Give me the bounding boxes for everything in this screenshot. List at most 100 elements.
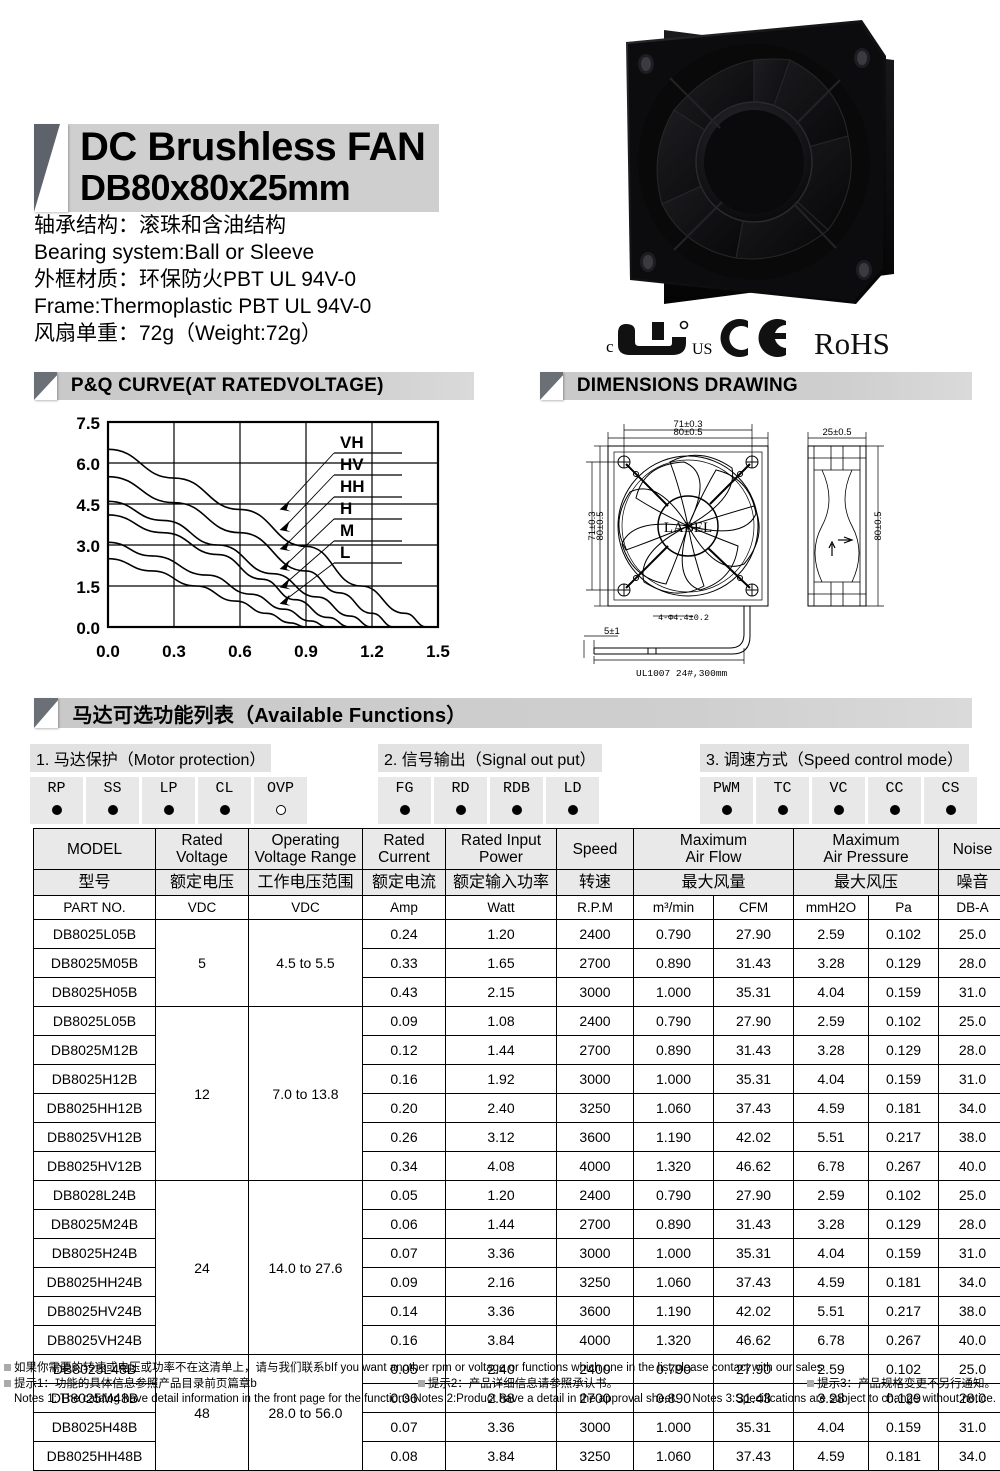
section-corner-marker <box>34 698 58 728</box>
cell-voltage-range: 7.0 to 13.8 <box>249 1007 363 1181</box>
cell-pressure-mmh2o: 6.78 <box>794 1152 869 1181</box>
cell-pressure-mmh2o: 4.04 <box>794 1065 869 1094</box>
function-option-tc[interactable]: TC <box>756 777 809 824</box>
cell-airflow-cfm: 35.31 <box>714 1065 794 1094</box>
cell-noise: 34.0 <box>939 1442 1000 1471</box>
th-unit-vdc: VDC <box>156 896 249 920</box>
function-group-title: 1. 马达保护（Motor protection） <box>30 744 271 772</box>
cell-rated-current: 0.24 <box>363 920 446 949</box>
cell-pressure-pa: 0.102 <box>869 1007 939 1036</box>
dimensions-drawing: LABEL 80±0.5 71±0.3 80±0.5 71±0.3 4-Φ4.4… <box>548 408 978 688</box>
cell-rated-current: 0.05 <box>363 1181 446 1210</box>
dim-wire-gap: 5±1 <box>604 626 620 637</box>
status-dot <box>254 799 307 824</box>
cell-pressure-pa: 0.267 <box>869 1326 939 1355</box>
status-dot <box>198 799 251 824</box>
chart-xtick-label: 1.5 <box>426 642 450 661</box>
note-contact: 如果你需要的转速或电压或功率不在这清单上，请与我们联系bIf you want … <box>4 1361 996 1377</box>
spec-weight: 风扇单重：72g（Weight:72g） <box>34 320 514 347</box>
dim-front-height-inner: 71±0.3 <box>587 512 598 541</box>
function-option-cc[interactable]: CC <box>868 777 921 824</box>
cell-pressure-pa: 0.102 <box>869 920 939 949</box>
function-option-ss[interactable]: SS <box>86 777 139 824</box>
chart-ytick-label: 4.5 <box>76 496 100 515</box>
cell-airflow-cfm: 46.62 <box>714 1326 794 1355</box>
cell-noise: 25.0 <box>939 920 1000 949</box>
cell-rated-current: 0.12 <box>363 1036 446 1065</box>
cell-rated-power: 1.20 <box>446 1181 557 1210</box>
ul-logo <box>618 322 688 356</box>
cell-speed: 3250 <box>557 1442 634 1471</box>
dim-front-hole-span: 71±0.3 <box>674 419 703 430</box>
cell-airflow-cmm: 0.890 <box>634 949 714 978</box>
spec-bearing-cn: 轴承结构：滚珠和含油结构 <box>34 212 514 239</box>
chart-legend-hv: HV <box>340 455 364 474</box>
cell-rated-power: 3.12 <box>446 1123 557 1152</box>
cell-rated-power: 3.84 <box>446 1326 557 1355</box>
function-option-rd[interactable]: RD <box>434 777 487 824</box>
function-option-rdb[interactable]: RDB <box>490 777 543 824</box>
cell-airflow-cfm: 35.31 <box>714 978 794 1007</box>
spec-bearing-en: Bearing system:Ball or Sleeve <box>34 239 514 266</box>
cell-airflow-cmm: 1.060 <box>634 1268 714 1297</box>
cell-airflow-cfm: 31.43 <box>714 949 794 978</box>
cell-airflow-cmm: 1.000 <box>634 1065 714 1094</box>
chart-ytick-label: 0.0 <box>76 619 100 638</box>
cell-model: DB8025HH24B <box>34 1268 156 1297</box>
cell-pressure-mmh2o: 6.78 <box>794 1326 869 1355</box>
cell-airflow-cmm: 1.320 <box>634 1152 714 1181</box>
cell-model: DB8025M24B <box>34 1210 156 1239</box>
cell-noise: 38.0 <box>939 1123 1000 1152</box>
chart-curve-vh <box>108 449 427 627</box>
cell-rated-power: 3.36 <box>446 1239 557 1268</box>
cell-rated-current: 0.33 <box>363 949 446 978</box>
cell-airflow-cmm: 1.190 <box>634 1297 714 1326</box>
cell-pressure-mmh2o: 5.51 <box>794 1297 869 1326</box>
cell-rated-power: 3.84 <box>446 1442 557 1471</box>
function-option-fg[interactable]: FG <box>378 777 431 824</box>
fan-product-photo <box>604 12 900 312</box>
th-noise: Noise <box>939 829 1000 870</box>
cell-rated-voltage: 24 <box>156 1181 249 1355</box>
cell-pressure-mmh2o: 4.59 <box>794 1094 869 1123</box>
cell-pressure-mmh2o: 3.28 <box>794 1036 869 1065</box>
cell-speed: 3600 <box>557 1123 634 1152</box>
cell-rated-power: 3.36 <box>446 1413 557 1442</box>
cell-pressure-pa: 0.181 <box>869 1442 939 1471</box>
chart-legend-hh: HH <box>340 477 365 496</box>
function-option-lp[interactable]: LP <box>142 777 195 824</box>
cell-pressure-pa: 0.159 <box>869 1239 939 1268</box>
function-option-row: RP SS LP CL OVP <box>30 777 310 824</box>
cell-noise: 28.0 <box>939 1036 1000 1065</box>
cell-model: DB8025L05B <box>34 920 156 949</box>
function-option-pwm[interactable]: PWM <box>700 777 753 824</box>
th-unit-mmh2o: mmH2O <box>794 896 869 920</box>
status-dot <box>756 799 809 824</box>
cell-rated-current: 0.34 <box>363 1152 446 1181</box>
cell-model: DB8025M12B <box>34 1036 156 1065</box>
ce-logo <box>721 319 786 357</box>
th-operating-range-cn: 工作电压范围 <box>249 870 363 896</box>
function-group-speed-control: 3. 调速方式（Speed control mode） PWM TC VC CC… <box>700 744 980 824</box>
function-option-ovp[interactable]: OVP <box>254 777 307 824</box>
cell-speed: 3250 <box>557 1268 634 1297</box>
cell-speed: 4000 <box>557 1152 634 1181</box>
cell-airflow-cfm: 27.90 <box>714 1007 794 1036</box>
cell-rated-power: 2.15 <box>446 978 557 1007</box>
function-option-vc[interactable]: VC <box>812 777 865 824</box>
function-option-cs[interactable]: CS <box>924 777 977 824</box>
cell-pressure-pa: 0.129 <box>869 1036 939 1065</box>
cell-noise: 40.0 <box>939 1326 1000 1355</box>
cell-rated-power: 3.36 <box>446 1297 557 1326</box>
function-option-cl[interactable]: CL <box>198 777 251 824</box>
function-group-signal-output: 2. 信号输出（Signal out put） FG RD RDB LD <box>378 744 602 824</box>
cell-speed: 2700 <box>557 1210 634 1239</box>
th-unit-rpm: R.P.M <box>557 896 634 920</box>
cell-noise: 31.0 <box>939 978 1000 1007</box>
function-option-rp[interactable]: RP <box>30 777 83 824</box>
cell-pressure-pa: 0.102 <box>869 1181 939 1210</box>
function-option-ld[interactable]: LD <box>546 777 599 824</box>
